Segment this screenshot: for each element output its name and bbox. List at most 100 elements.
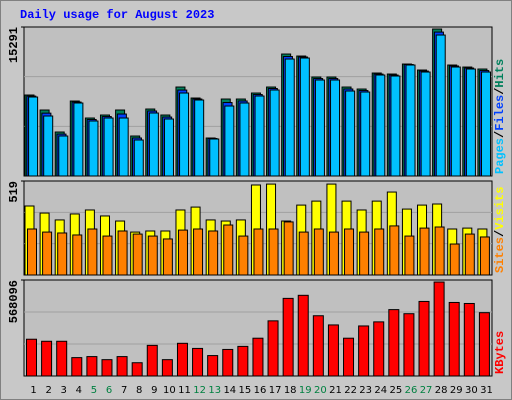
bar [465,68,476,177]
bar [177,229,188,276]
x-tick-label: 23 [359,385,372,396]
chart-title: Daily usage for August 2023 [20,8,214,22]
x-tick-label: 12 [193,385,206,396]
x-tick-label: 8 [136,385,142,396]
x-tick-label: 13 [208,385,221,396]
bar [419,227,430,276]
x-tick-label: 11 [178,385,191,396]
bar [238,235,249,276]
x-tick-label: 7 [121,385,127,396]
bar [327,324,339,377]
legend: Pages/Files/Hits [493,59,507,174]
x-tick-label: 26 [405,385,418,396]
bar [207,355,219,377]
bar [420,71,431,177]
bar [375,74,386,177]
x-tick-label: 25 [390,385,403,396]
bar [133,139,144,177]
bar [253,228,264,276]
bar [26,338,37,377]
bar [450,66,461,177]
legend-entry: Visits [493,187,507,230]
bar [312,315,324,377]
bar [131,362,143,377]
legend: KBytes [493,331,507,374]
bar [193,228,204,276]
bar [434,226,445,276]
bar [71,357,83,377]
bar [283,221,294,276]
legend-entry: Sites [493,237,507,273]
bar [73,102,84,177]
x-tick-label: 6 [106,385,112,396]
bar [404,235,415,276]
bar [373,321,385,377]
bar [435,34,446,177]
bar [162,238,173,276]
legend-entry: Hits [493,59,507,88]
bar [269,89,280,177]
bar [43,115,54,177]
bar [147,235,158,276]
bar [239,102,250,177]
x-tick-label: 27 [420,385,433,396]
bar [464,233,475,276]
bar [27,228,37,276]
bar [224,105,235,177]
x-tick-label: 22 [344,385,357,396]
bar [433,281,445,377]
y-tick-label: 15291 [7,27,21,63]
bar [254,95,265,177]
bar [42,231,53,276]
bar [176,342,188,377]
x-tick-label: 19 [299,385,312,396]
bar [345,90,356,177]
bar [374,228,385,276]
bar [313,228,324,276]
bar [298,231,309,276]
bar [118,117,129,177]
bar [359,231,370,276]
bar [418,300,430,377]
x-tick-label: 18 [284,385,297,396]
bar [88,120,99,177]
x-tick-label: 2 [45,385,51,396]
bar [117,230,128,276]
legend-entry: KBytes [493,331,507,374]
x-tick-label: 4 [76,385,82,396]
x-tick-label: 20 [314,385,327,396]
bar [41,340,53,377]
bar [478,312,490,377]
bar [388,309,400,377]
bar [282,297,294,377]
legend: Sites/Visits [493,187,507,273]
bar [405,64,416,177]
bar [267,320,279,377]
bar [358,325,370,377]
bar [463,302,475,377]
bar [252,337,264,377]
bar [344,228,355,276]
x-tick-label: 29 [450,385,463,396]
bar [479,236,490,276]
bar [314,79,325,177]
x-tick-label: 5 [91,385,97,396]
bar [87,228,98,276]
y-tick-label: 519 [7,181,21,203]
bar [102,235,113,276]
bar [194,99,205,177]
x-tick-label: 17 [269,385,282,396]
bar [161,359,173,377]
bar [403,313,415,377]
legend-entry: Pages [493,138,507,174]
x-tick-label: 16 [254,385,267,396]
legend-separator: / [493,131,507,138]
bar [192,347,204,377]
bar [328,231,339,276]
bar [284,58,295,177]
bar [103,117,114,177]
x-tick-label: 3 [61,385,67,396]
bar [57,232,68,276]
bar [132,233,143,276]
bar [208,230,219,276]
